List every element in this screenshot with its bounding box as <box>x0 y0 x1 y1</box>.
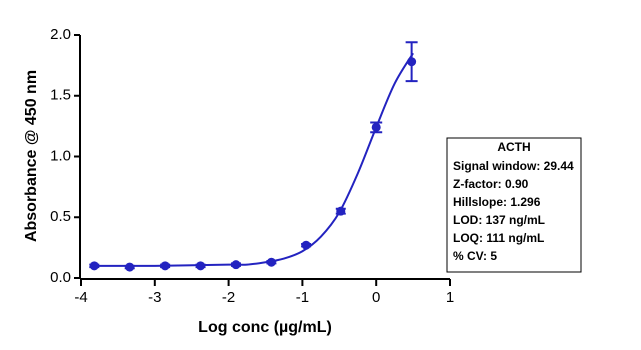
x-axis-title: Log conc (µg/mL) <box>198 319 332 336</box>
x-tick-label: -3 <box>148 289 161 306</box>
annotation-line: Signal window: 29.44 <box>453 159 574 173</box>
annotation-line: % CV: 5 <box>453 249 497 263</box>
x-tick-label: -2 <box>222 289 235 306</box>
x-tick-label: -1 <box>296 289 309 306</box>
y-tick-label: 2.0 <box>50 26 71 43</box>
point <box>301 240 311 250</box>
y-tick-label: 0.0 <box>50 269 71 286</box>
y-tick-label: 0.5 <box>50 208 71 225</box>
point <box>266 257 276 267</box>
fit-curve <box>94 52 414 267</box>
y-tick-label: 1.5 <box>50 87 71 104</box>
x-tick-label: 1 <box>446 289 454 306</box>
annotation-title: ACTH <box>497 140 530 154</box>
point <box>231 260 241 270</box>
point <box>196 261 206 271</box>
point <box>336 206 346 216</box>
y-tick-label: 1.0 <box>50 147 71 164</box>
annotation-line: LOD: 137 ng/mL <box>453 213 545 227</box>
x-tick-label: 0 <box>372 289 380 306</box>
y-axis-title: Absorbance @ 450 nm <box>23 70 40 242</box>
annotation-line: LOQ: 111 ng/mL <box>453 231 544 245</box>
annotation-line: Hillslope: 1.296 <box>453 195 541 209</box>
point <box>89 261 99 271</box>
point <box>371 122 381 132</box>
point <box>407 57 417 67</box>
x-tick-label: -4 <box>74 289 87 306</box>
point <box>160 261 170 271</box>
point <box>125 262 135 272</box>
annotation-line: Z-factor: 0.90 <box>453 177 529 191</box>
annotation-box <box>446 137 582 273</box>
